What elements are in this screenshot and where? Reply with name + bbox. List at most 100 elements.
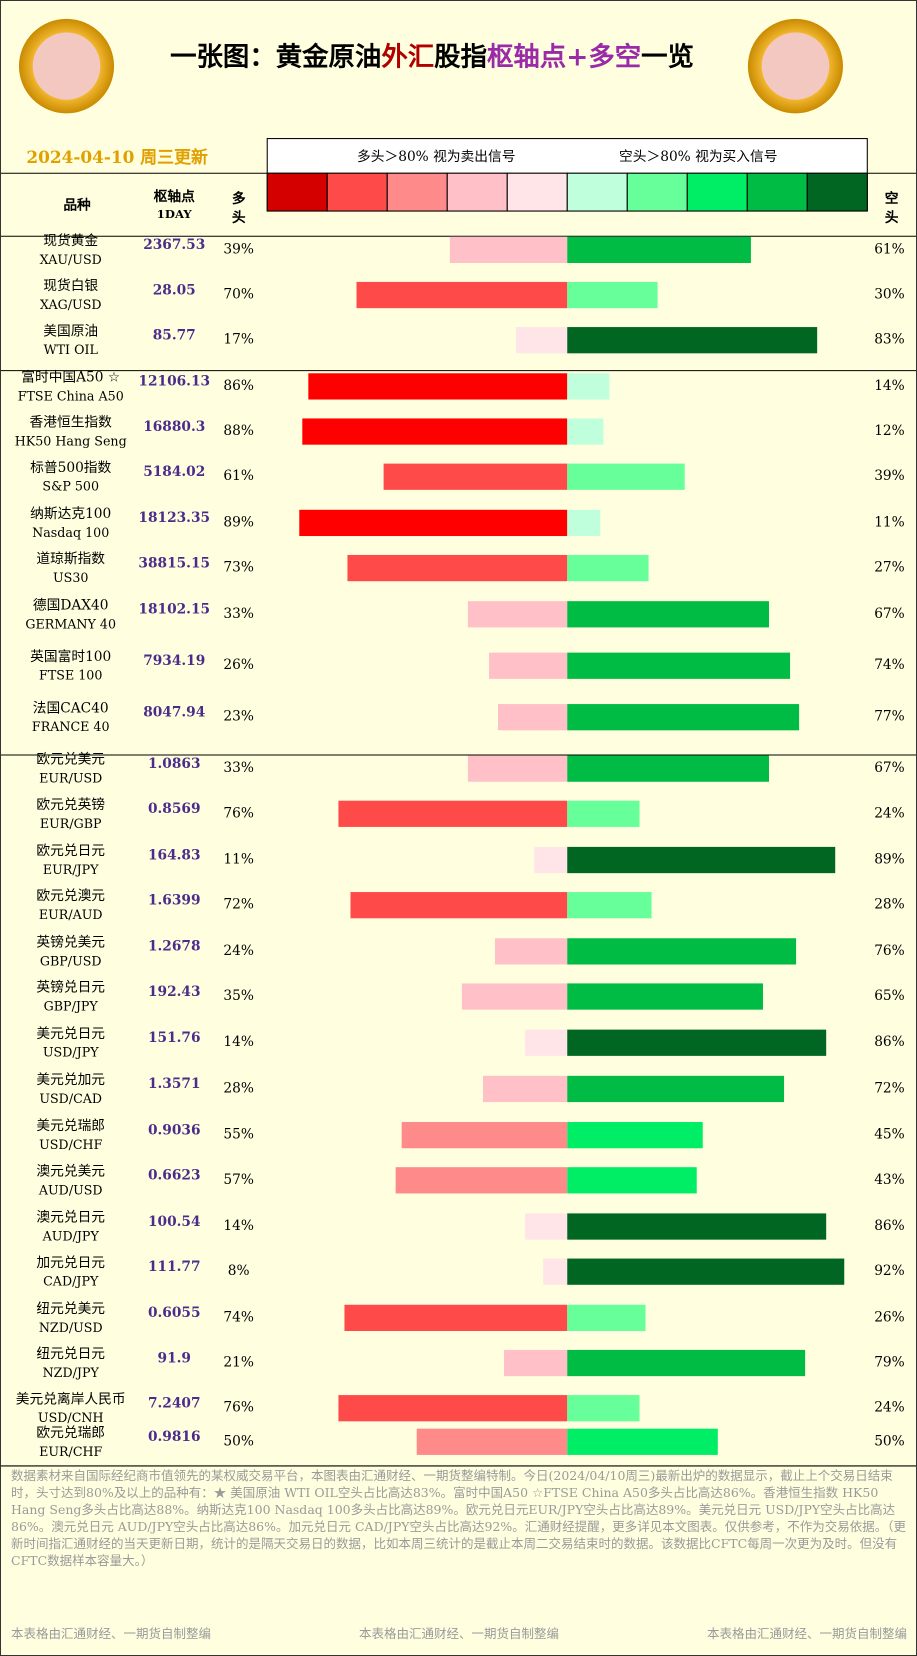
- short-label: 67%: [874, 606, 905, 622]
- short-label: 77%: [874, 709, 905, 725]
- short-label: 79%: [874, 1355, 905, 1371]
- short-label: 24%: [874, 805, 905, 821]
- short-bar: [567, 1304, 646, 1332]
- long-label: 8%: [228, 1263, 250, 1279]
- row-code: USD/CHF: [39, 1137, 103, 1152]
- long-bar: [449, 236, 568, 264]
- title-part: 外汇: [381, 42, 434, 73]
- row-name: 法国CAC40: [33, 700, 109, 716]
- long-label: 55%: [223, 1127, 254, 1143]
- row-name: 标普500指数: [30, 460, 111, 476]
- long-bar: [302, 418, 568, 445]
- short-label: 92%: [874, 1263, 905, 1279]
- legend-swatch: [446, 172, 508, 212]
- short-bar: [567, 800, 640, 827]
- short-bar: [567, 1349, 806, 1377]
- row-code: HK50 Hang Seng: [15, 434, 127, 449]
- col-header: 枢轴点: [154, 188, 195, 205]
- row-name: 欧元兑瑞郎: [36, 1425, 105, 1441]
- row-name: 纽元兑日元: [36, 1346, 105, 1362]
- pivot: 192.43: [148, 984, 201, 1000]
- short-bar: [567, 463, 685, 490]
- long-label: 72%: [223, 897, 254, 913]
- pivot: 1.6399: [148, 892, 201, 908]
- row-name: 英镑兑日元: [36, 979, 105, 996]
- short-label: 43%: [874, 1172, 905, 1188]
- long-label: 76%: [223, 805, 254, 821]
- long-label: 35%: [223, 988, 254, 1004]
- legend-long: 多头＞80% 视为卖出信号: [357, 148, 515, 165]
- pivot: 5184.02: [143, 464, 205, 480]
- row-name: 欧元兑美元: [36, 752, 105, 768]
- short-bar: [567, 281, 658, 309]
- row-code: EUR/AUD: [39, 907, 103, 922]
- row-code: USD/CNH: [38, 1410, 104, 1425]
- short-label: 30%: [874, 287, 905, 303]
- pivot: 0.6623: [148, 1168, 201, 1184]
- row-code: NZD/JPY: [43, 1365, 100, 1380]
- long-bar: [525, 1213, 568, 1240]
- pivot: 0.9036: [148, 1122, 201, 1138]
- col-header: 头: [232, 209, 246, 226]
- pivot: 1.3571: [148, 1076, 201, 1092]
- long-bar: [338, 800, 568, 827]
- short-label: 61%: [874, 241, 905, 257]
- pivot: 1.2678: [148, 939, 201, 955]
- long-bar: [461, 983, 568, 1010]
- row-name: 道琼斯指数: [36, 551, 105, 567]
- row-code: EUR/GBP: [40, 816, 102, 831]
- legend-swatch: [266, 172, 328, 212]
- short-label: 12%: [874, 423, 905, 439]
- row-code: EUR/JPY: [43, 862, 99, 877]
- short-label: 86%: [874, 1034, 905, 1050]
- short-bar: [567, 1258, 845, 1285]
- date: 2024-04-10 周三更新: [26, 147, 208, 167]
- row-code: FTSE 100: [39, 668, 102, 683]
- row-name: 欧元兑英镑: [36, 796, 105, 813]
- short-bar: [567, 1122, 703, 1149]
- long-bar: [299, 509, 568, 537]
- long-bar: [516, 327, 568, 354]
- legend-swatch: [626, 172, 688, 212]
- short-label: 11%: [874, 514, 905, 530]
- long-bar: [488, 652, 568, 679]
- pivot: 85.77: [153, 328, 196, 344]
- long-label: 70%: [223, 287, 254, 303]
- long-label: 57%: [223, 1172, 254, 1188]
- pivot: 7.2407: [148, 1396, 201, 1412]
- long-bar: [482, 1075, 568, 1103]
- long-label: 50%: [223, 1433, 254, 1449]
- short-bar: [567, 938, 797, 965]
- short-bar: [567, 1395, 640, 1422]
- legend-swatch: [806, 172, 868, 212]
- logo-inner: [32, 32, 101, 100]
- short-bar: [567, 509, 601, 537]
- short-bar: [567, 373, 610, 400]
- pivot: 1.0863: [148, 756, 201, 772]
- row-code: FRANCE 40: [32, 719, 110, 734]
- credit: 本表格由汇通财经、一期货自制整编: [706, 1626, 907, 1641]
- footer-text: 数据素材来自国际经纪商市值领先的某权威交易平台，本图表由汇通财经、一期货整编特制…: [11, 1468, 907, 1568]
- row-code: S&P 500: [42, 479, 99, 494]
- row-code: EUR/USD: [39, 771, 102, 786]
- row-name: 纳斯达克100: [30, 506, 111, 522]
- long-label: 88%: [223, 423, 254, 439]
- short-label: 74%: [874, 657, 905, 673]
- row-code: GERMANY 40: [25, 616, 116, 631]
- legend-swatch: [386, 172, 448, 212]
- long-bar: [525, 1029, 568, 1056]
- long-bar: [416, 1428, 568, 1455]
- long-label: 23%: [223, 709, 254, 725]
- long-bar: [498, 704, 568, 731]
- long-bar: [401, 1122, 568, 1149]
- col-header: 头: [885, 209, 899, 226]
- short-bar: [567, 1213, 827, 1240]
- legend-swatch: [506, 172, 568, 212]
- row-code: EUR/CHF: [39, 1444, 102, 1459]
- row-code: GBP/JPY: [44, 999, 99, 1014]
- long-label: 14%: [223, 1218, 254, 1234]
- pivot: 38815.15: [138, 555, 210, 571]
- row-name: 美元兑日元: [36, 1026, 105, 1042]
- short-label: 76%: [874, 943, 905, 959]
- short-bar: [567, 1029, 827, 1056]
